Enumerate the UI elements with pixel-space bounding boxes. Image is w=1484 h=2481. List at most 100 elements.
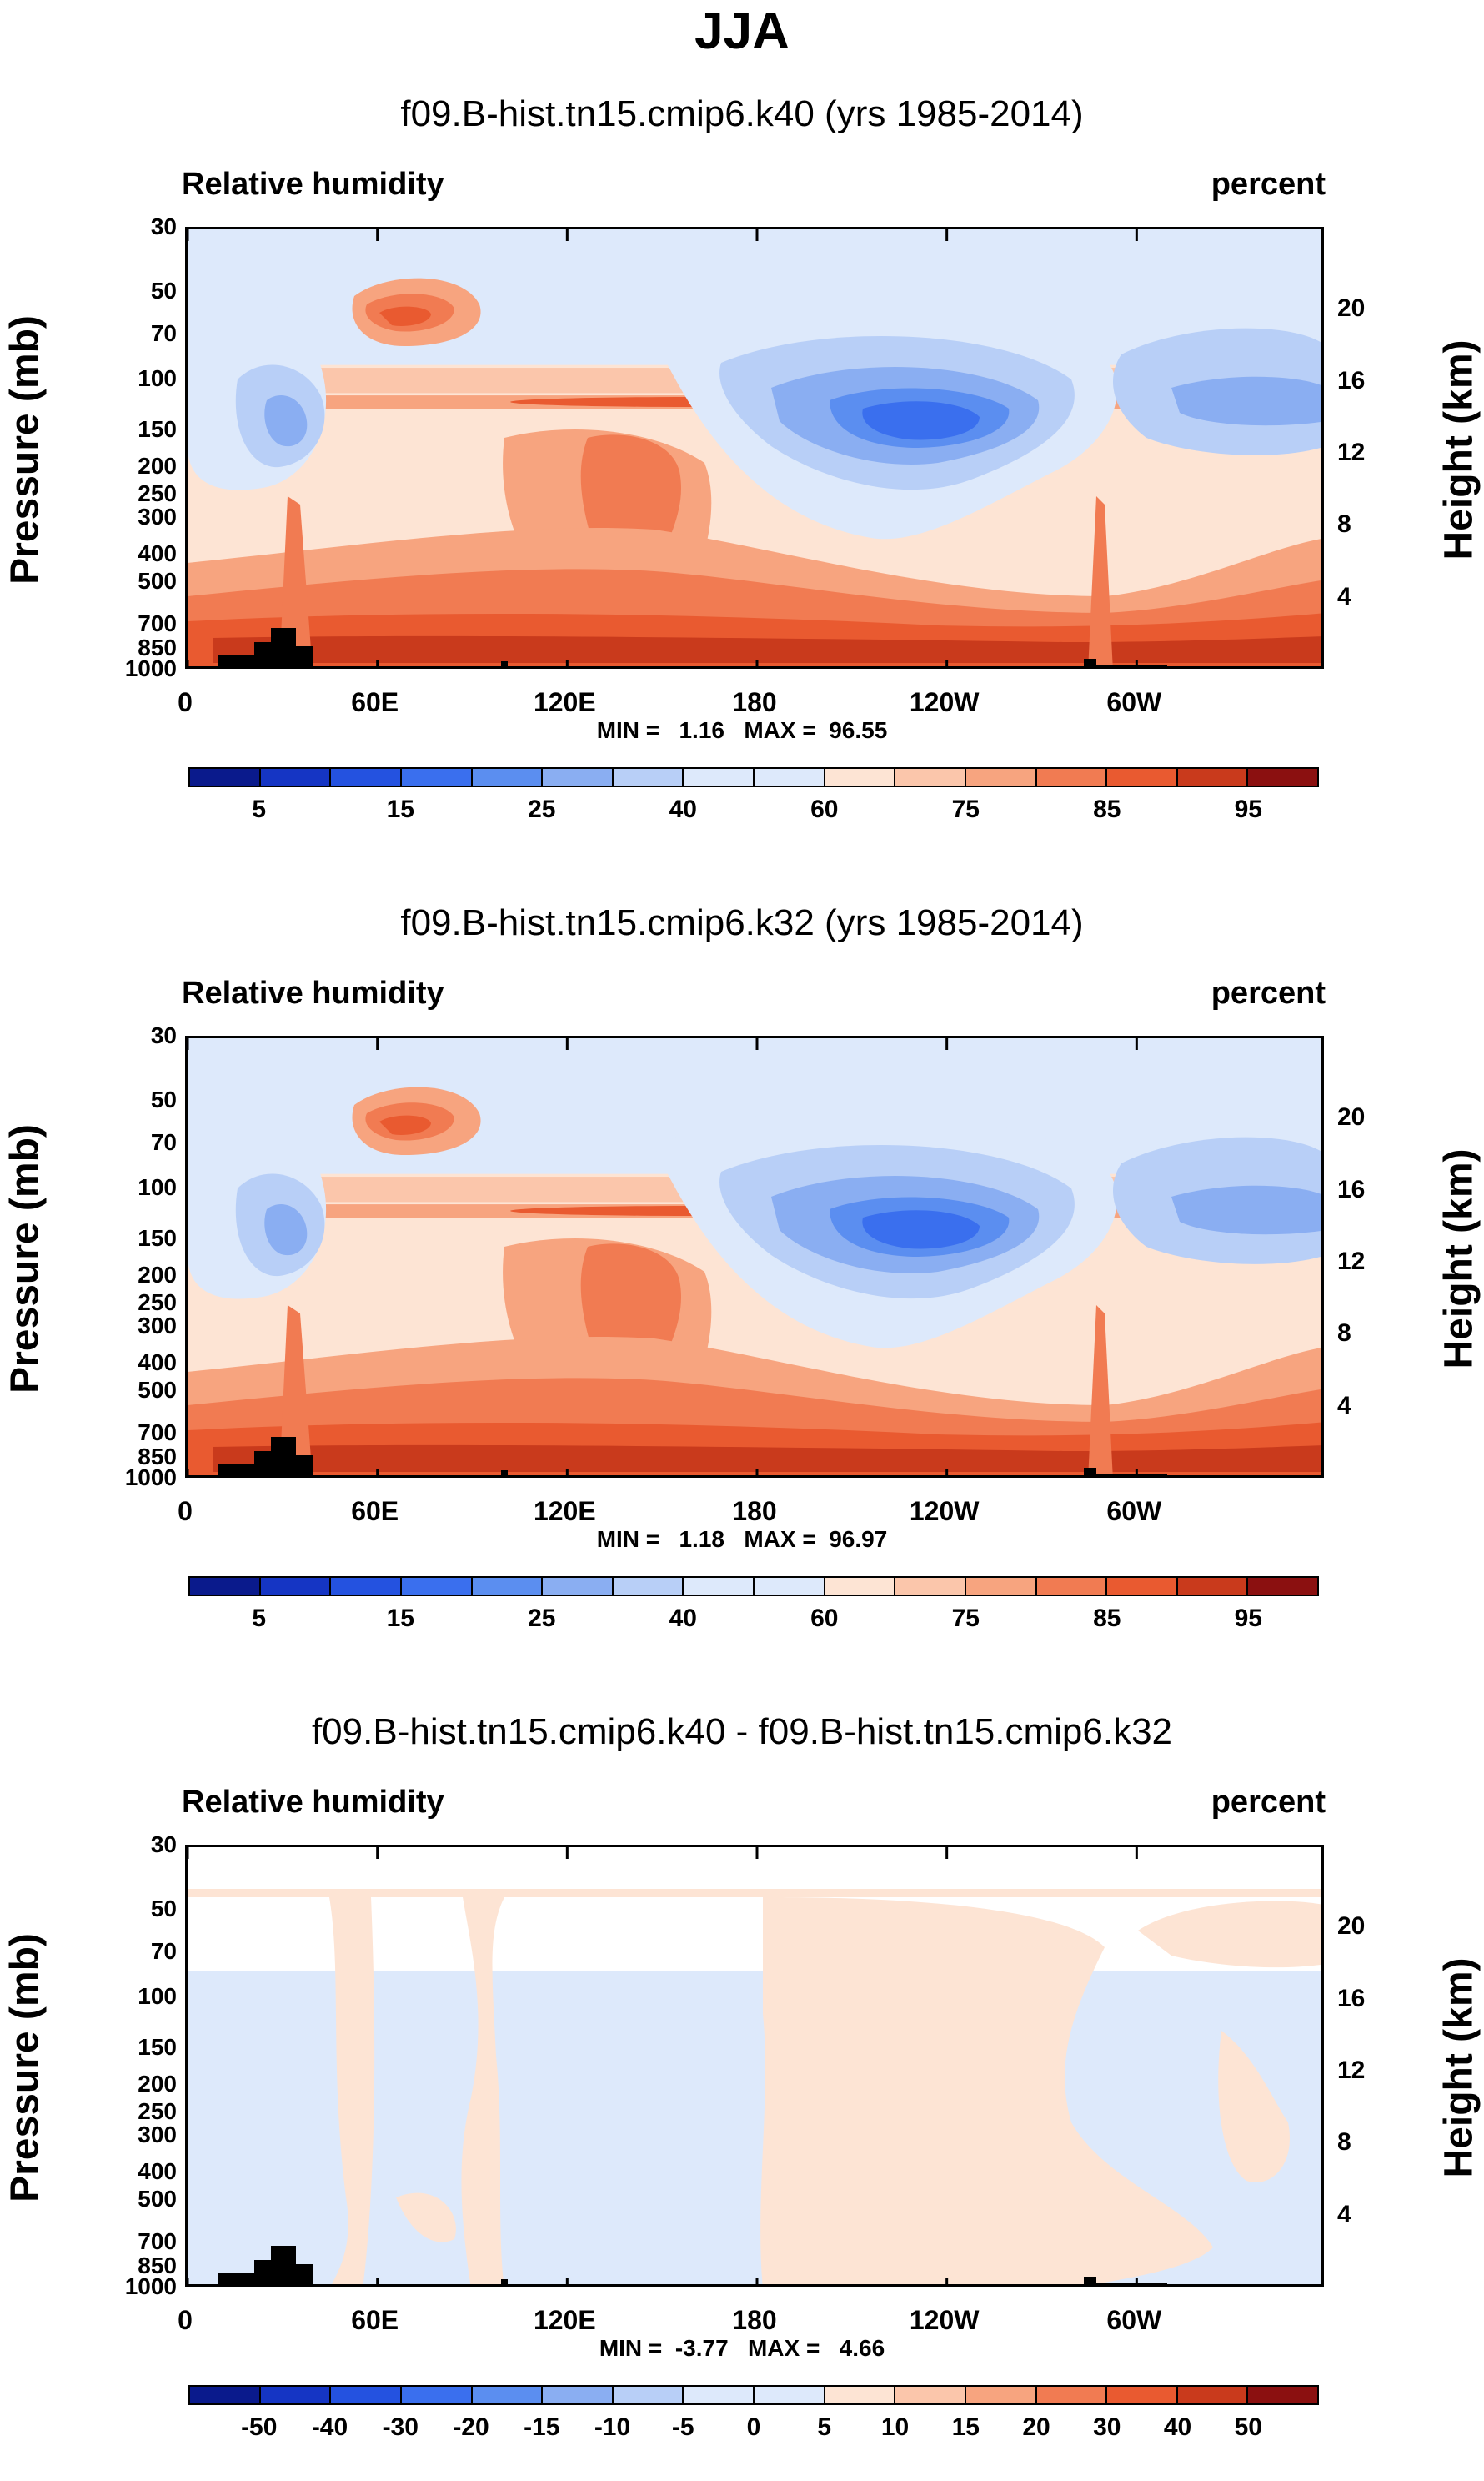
colorbar-cell (543, 769, 614, 786)
dry-region-atlantic-core (1171, 376, 1321, 426)
colorbar-label: -20 (453, 2413, 489, 2441)
topography-africa (218, 628, 313, 666)
pressure-tick-label: 500 (138, 1377, 177, 1404)
colorbar-label: 15 (386, 1605, 414, 1632)
colorbar-cell (543, 2387, 614, 2403)
pressure-tick-label: 70 (150, 1938, 177, 1965)
colorbar-label: 60 (810, 796, 839, 823)
colorbar-cell (331, 2387, 402, 2403)
colorbar (188, 1576, 1319, 1596)
longitude-tick-label: 180 (732, 687, 777, 717)
colorbar-cell (1036, 1578, 1108, 1595)
colorbar-cell (965, 2387, 1037, 2403)
colorbar-label: 15 (951, 2413, 980, 2441)
colorbar-cell (260, 1578, 332, 1595)
colorbar (188, 2385, 1319, 2405)
colorbar-cell (401, 2387, 473, 2403)
pressure-tick-label: 30 (150, 1022, 177, 1048)
height-tick-label: 16 (1337, 1984, 1366, 2012)
colorbar-cell (755, 1578, 825, 1595)
longitude-tick-label: 0 (178, 1496, 193, 1526)
colorbar-label: 10 (880, 2413, 910, 2441)
chart-panel-2: f09.B-hist.tn15.cmip6.k32 (yrs 1985-2014… (0, 859, 1484, 1660)
colorbar-cell (1036, 2387, 1108, 2403)
topography-andes (1084, 2277, 1167, 2284)
variable-name: Relative humidity (182, 976, 444, 1011)
colorbar-cell (331, 769, 402, 786)
longitude-tick-label: 60W (1106, 1496, 1162, 1526)
units-label: percent (1211, 167, 1326, 202)
colorbar-label: -30 (382, 2413, 419, 2441)
colorbar-label: -5 (671, 2413, 694, 2441)
y-axis-title-right: Height (km) (1436, 339, 1481, 560)
positive-region-pacific (760, 1897, 1213, 2284)
topography-maritime (501, 2279, 508, 2284)
pressure-tick-label: 70 (150, 1129, 177, 1156)
longitude-tick-label: 120E (533, 1496, 596, 1526)
colorbar-cell (260, 2387, 332, 2403)
colorbar-cell (331, 1578, 402, 1595)
longitude-tick-label: 0 (178, 2305, 193, 2335)
colorbar-label: 85 (1093, 1605, 1121, 1632)
colorbar-cell (1036, 769, 1108, 786)
colorbar-label: 25 (528, 1605, 556, 1632)
height-tick-label: 4 (1337, 1391, 1351, 1419)
moist-blob-60e-core (379, 1115, 431, 1135)
contour-plot (185, 227, 1324, 669)
height-tick-label: 12 (1337, 2056, 1366, 2084)
colorbar-label: 0 (746, 2413, 761, 2441)
moist-spike-africa (279, 496, 313, 666)
longitude-tick-label: 120W (909, 1496, 980, 1526)
colorbar-label: 40 (669, 796, 697, 823)
colorbar-label: 75 (951, 1605, 980, 1632)
variable-name: Relative humidity (182, 167, 444, 202)
pressure-tick-label: 200 (138, 452, 177, 479)
chart-panel-1: f09.B-hist.tn15.cmip6.k40 (yrs 1985-2014… (0, 50, 1484, 851)
topography-maritime (501, 661, 508, 666)
pressure-tick-label: 850 (138, 2252, 177, 2279)
colorbar-cell (543, 1578, 614, 1595)
pressure-tick-label: 150 (138, 416, 177, 443)
pressure-tick-label: 300 (138, 504, 177, 530)
colorbar-cell (684, 1578, 755, 1595)
colorbar-cell (1107, 2387, 1178, 2403)
colorbar-label: 30 (1093, 2413, 1121, 2441)
longitude-tick-label: 180 (732, 1496, 777, 1526)
height-tick-label: 20 (1337, 1912, 1366, 1941)
y-axis-title: Pressure (mb) (3, 1933, 48, 2202)
pressure-tick-label: 150 (138, 2034, 177, 2061)
colorbar-cell (472, 769, 544, 786)
longitude-tick-label: 0 (178, 687, 193, 717)
colorbar-cell (613, 1578, 684, 1595)
colorbar-cell (190, 1578, 261, 1595)
colorbar-label: 5 (252, 1605, 267, 1632)
colorbar-label: 95 (1234, 796, 1262, 823)
y-axis-title-right: Height (km) (1436, 1148, 1481, 1369)
colorbar-cell (965, 1578, 1037, 1595)
pressure-tick-label: 250 (138, 1289, 177, 1316)
boundary-layer-4 (213, 635, 1321, 663)
pressure-tick-label: 100 (138, 364, 177, 391)
contour-field (188, 1038, 1321, 1475)
colorbar-cell (613, 2387, 684, 2403)
pressure-tick-label: 250 (138, 480, 177, 507)
colorbar-cell (401, 1578, 473, 1595)
colorbar-cell (965, 769, 1037, 786)
pressure-tick-label: 500 (138, 2186, 177, 2212)
height-tick-label: 4 (1337, 2200, 1351, 2228)
pressure-tick-label: 400 (138, 540, 177, 566)
colorbar-label: 50 (1234, 2413, 1262, 2441)
y-axis-title: Pressure (mb) (3, 315, 48, 585)
colorbar-cell (825, 1578, 896, 1595)
topography-africa (218, 2246, 313, 2284)
colorbar-cell (755, 769, 825, 786)
height-tick-label: 4 (1337, 582, 1351, 610)
colorbar-cell (755, 2387, 825, 2403)
height-tick-label: 12 (1337, 1247, 1366, 1275)
pressure-tick-label: 150 (138, 1225, 177, 1252)
chart-panel-3: f09.B-hist.tn15.cmip6.k40 - f09.B-hist.t… (0, 1668, 1484, 2468)
pressure-tick-label: 700 (138, 610, 177, 637)
upper-blank (188, 1847, 1321, 1971)
chart-subtitle: f09.B-hist.tn15.cmip6.k40 - f09.B-hist.t… (311, 1711, 1173, 1752)
longitude-tick-label: 180 (732, 2305, 777, 2335)
